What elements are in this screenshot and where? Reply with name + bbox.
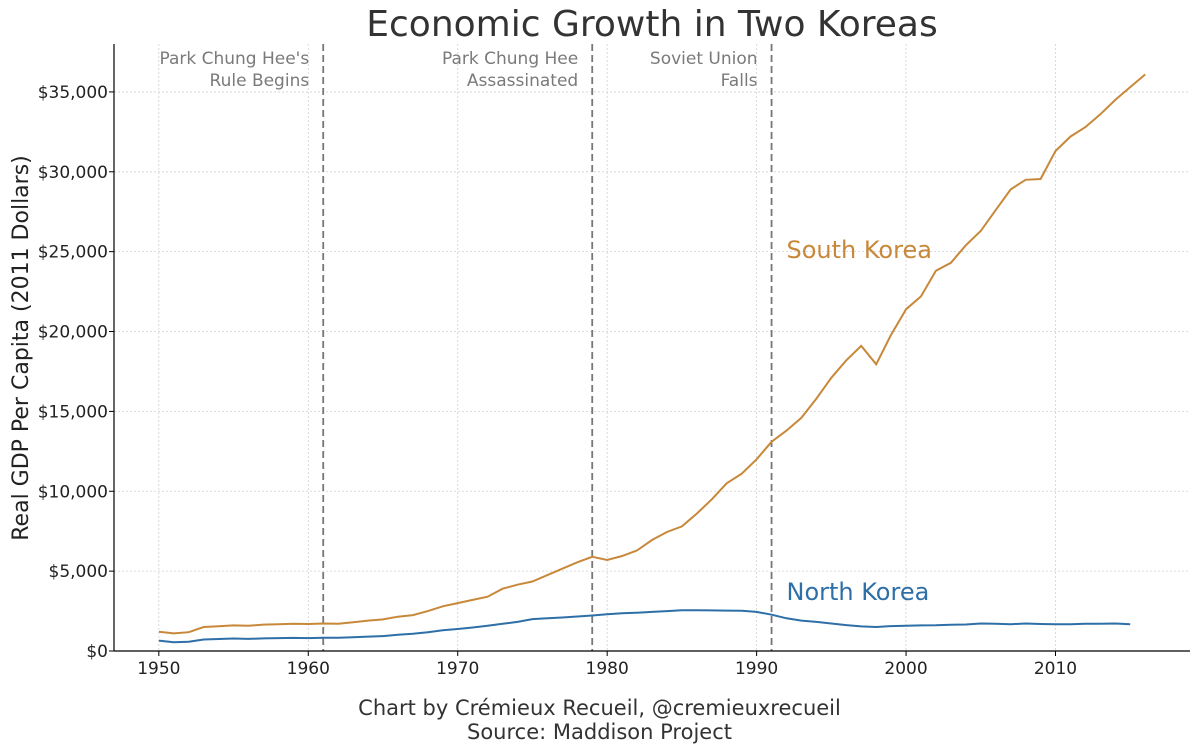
gdp-line-chart: 1950 1960 1970 1980 1990 2000 2010 $0 $5,000 $10,… (9, 4, 1190, 679)
x-tick-label: 1970 (436, 659, 479, 679)
x-tick-label: 1950 (137, 659, 180, 679)
tick-labels: 1950 1960 1970 1980 1990 2000 2010 $0 $5,000 $10,… (38, 83, 1077, 679)
series-line-south-korea (158, 73, 1146, 635)
axes (109, 44, 1190, 656)
chart-title: Economic Growth in Two Koreas (366, 4, 937, 45)
series-line-north-korea (158, 609, 1131, 644)
event-annotation-text: Park Chung Hee (442, 49, 578, 69)
series-lines (158, 73, 1146, 644)
grid-lines (114, 44, 1190, 652)
chart-credit: Chart by Crémieux Recueil, @cremieuxrecu… (358, 696, 841, 720)
y-tick-label: $30,000 (38, 163, 108, 183)
y-tick-label: $25,000 (38, 243, 108, 263)
event-lines (322, 44, 773, 651)
y-tick-label: $35,000 (38, 83, 108, 103)
x-tick-label: 1960 (287, 659, 330, 679)
x-tick-label: 1980 (586, 659, 629, 679)
y-tick-label: $20,000 (38, 323, 108, 343)
event-annotation-text: Falls (721, 71, 758, 91)
y-tick-label: $5,000 (49, 562, 108, 582)
x-tick-label: 2000 (884, 659, 927, 679)
event-annotation-text: Park Chung Hee's (159, 49, 309, 69)
y-tick-label: $15,000 (38, 402, 108, 422)
event-annotation-text: Soviet Union (650, 49, 758, 69)
series-labels: South Korea North Korea (787, 236, 932, 606)
y-tick-label: $10,000 (38, 482, 108, 502)
event-annotation-text: Rule Begins (210, 71, 310, 91)
x-tick-label: 2010 (1034, 659, 1077, 679)
event-annotation-text: Assassinated (467, 71, 578, 91)
y-axis-label: Real GDP Per Capita (2011 Dollars) (9, 155, 34, 541)
y-tick-label: $0 (86, 642, 108, 662)
series-label-north-korea: North Korea (787, 578, 930, 606)
x-tick-label: 1990 (735, 659, 778, 679)
chart-source: Source: Maddison Project (467, 720, 732, 744)
series-label-south-korea: South Korea (787, 236, 932, 264)
